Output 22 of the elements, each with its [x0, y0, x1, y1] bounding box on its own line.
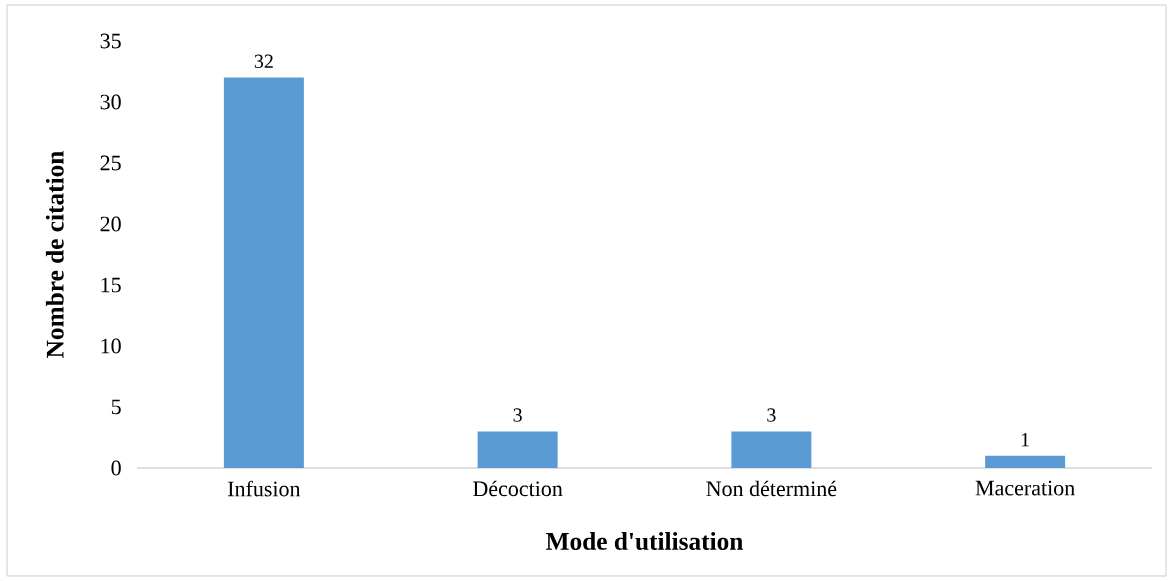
- y-tick-label: 30: [100, 94, 121, 110]
- y-tick-label: 35: [100, 33, 121, 49]
- y-axis-title: Nombre de citation: [45, 151, 64, 358]
- data-label: 1: [1021, 432, 1029, 447]
- data-label: 32: [254, 54, 273, 68]
- y-tick-label: 25: [100, 155, 121, 171]
- y-tick-label: 20: [100, 216, 121, 232]
- y-tick-label: 15: [101, 277, 121, 293]
- y-tick-label: 5: [111, 399, 121, 415]
- y-tick-label: 10: [101, 338, 121, 354]
- x-axis-title: Mode d'utilisation: [546, 532, 743, 550]
- bar: [985, 455, 1066, 468]
- x-tick-label: Maceration: [975, 480, 1075, 496]
- x-tick-label: Décoction: [473, 480, 563, 497]
- data-label: 3: [513, 408, 522, 422]
- y-tick-label: 0: [111, 460, 121, 476]
- bar: [731, 431, 812, 468]
- data-label: 3: [767, 408, 776, 422]
- x-tick-label: Non déterminé: [706, 480, 837, 497]
- bar: [223, 77, 304, 468]
- x-tick-label: Infusion: [228, 480, 301, 497]
- bar: [477, 431, 558, 468]
